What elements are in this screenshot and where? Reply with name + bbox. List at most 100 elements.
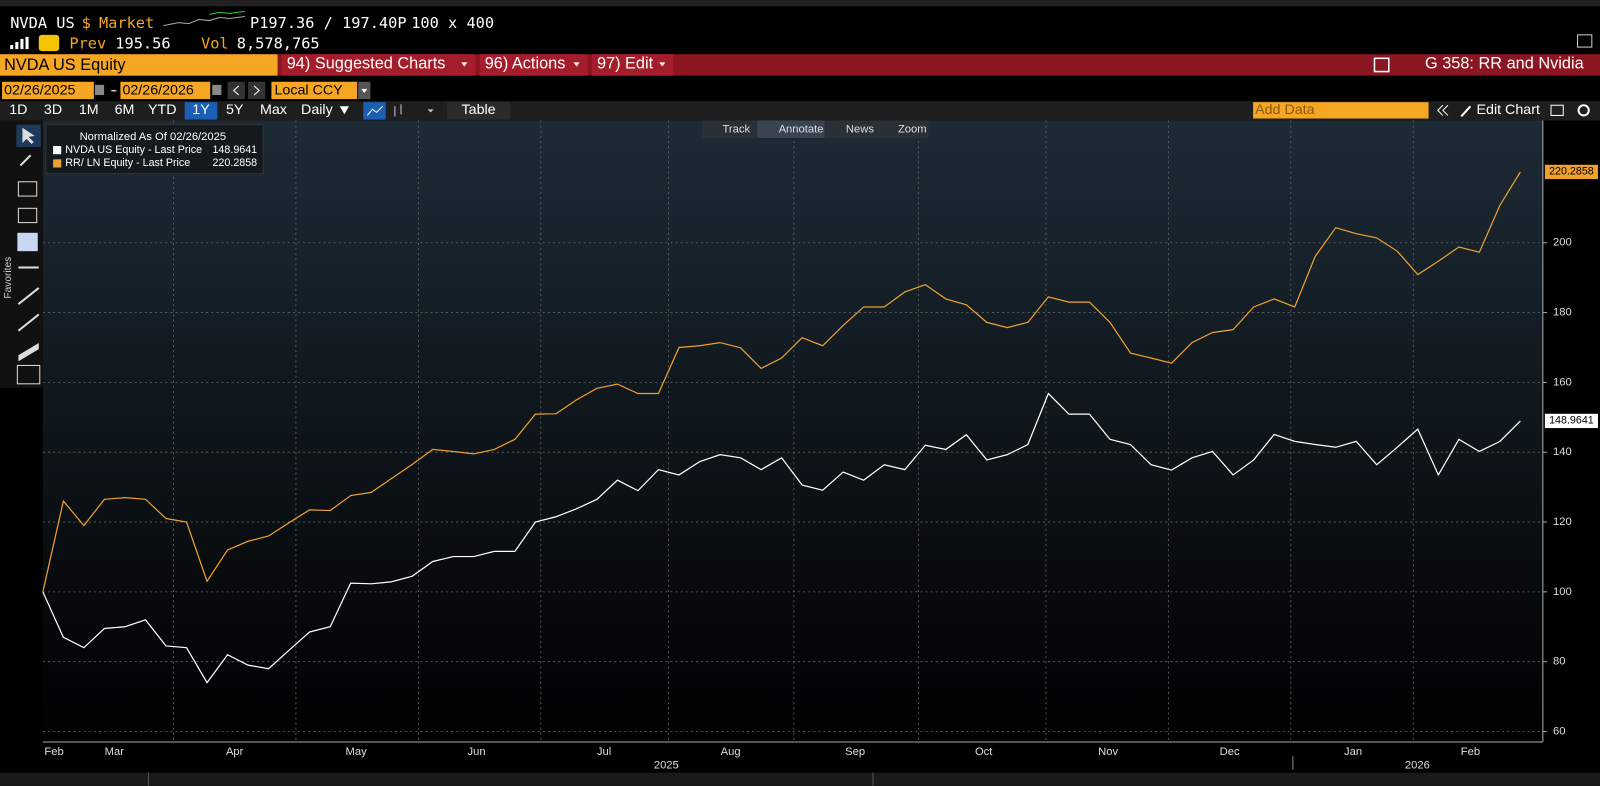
chart-tool[interactable]: Zoom bbox=[898, 124, 927, 136]
signal-icon bbox=[10, 36, 29, 50]
menu-arrow bbox=[461, 62, 468, 67]
legend-entries: NVDA US Equity - Last Price 148.9641 RR/ L… bbox=[53, 144, 257, 169]
y-tick-label: 60 bbox=[1553, 725, 1565, 737]
prev: 195.56 bbox=[115, 35, 170, 53]
currency: $ bbox=[82, 14, 91, 32]
market: Market bbox=[99, 14, 154, 32]
y-tick-label: 80 bbox=[1553, 656, 1565, 668]
legend-value: 220.2858 bbox=[212, 157, 257, 169]
chart-tool[interactable]: Annotate bbox=[779, 124, 824, 136]
vol: 8,578,765 bbox=[237, 35, 320, 53]
top-strip bbox=[0, 0, 1600, 7]
add-data-field[interactable] bbox=[1253, 102, 1429, 119]
table-button: Table bbox=[462, 102, 496, 118]
edit-icon[interactable] bbox=[1550, 104, 1564, 116]
period[interactable]: 6M bbox=[115, 102, 135, 118]
period[interactable]: YTD bbox=[148, 102, 177, 118]
plot-area bbox=[42, 120, 1543, 742]
y-tick-label: 160 bbox=[1553, 376, 1572, 388]
popout-icon[interactable] bbox=[1577, 34, 1593, 48]
legend bbox=[45, 124, 264, 175]
hline-tool[interactable] bbox=[18, 266, 39, 269]
favorites: Favorites bbox=[3, 257, 14, 299]
end-date: 02/26/2026 bbox=[122, 83, 193, 99]
sparkline bbox=[163, 15, 245, 27]
chart-tool[interactable]: Track bbox=[722, 124, 750, 136]
more-tools[interactable] bbox=[16, 364, 41, 385]
collapse-icon[interactable] bbox=[1437, 104, 1449, 116]
draw-tool[interactable] bbox=[19, 154, 32, 167]
x-tick-label: Oct bbox=[975, 746, 993, 758]
calendar-icon[interactable] bbox=[94, 84, 105, 96]
edit-chart[interactable]: Edit Chart bbox=[1477, 102, 1540, 118]
bottom-strip bbox=[0, 772, 1600, 786]
add-data: Add Data bbox=[1255, 102, 1315, 118]
menu-item-bg[interactable] bbox=[479, 54, 588, 76]
menu-item-bg[interactable] bbox=[591, 54, 674, 76]
period[interactable]: Max bbox=[260, 102, 287, 118]
settings-icon[interactable] bbox=[1577, 104, 1590, 117]
plot: 60 80 100 120 140 160 180 200 Feb Mar Apr May Jun Jul… bbox=[42, 120, 1598, 771]
x-tick-label: Feb bbox=[1461, 746, 1480, 758]
prev-button[interactable] bbox=[227, 81, 245, 100]
type-dropdown[interactable] bbox=[427, 109, 434, 113]
ray-tool[interactable] bbox=[17, 313, 40, 332]
annotate-active bbox=[757, 120, 825, 138]
export-icon[interactable] bbox=[1373, 57, 1390, 73]
prev-label: Prev bbox=[69, 35, 106, 53]
text-tool[interactable] bbox=[17, 232, 38, 252]
last-value-tag bbox=[1544, 164, 1598, 180]
x-tick-label: Jun bbox=[467, 746, 485, 758]
calendar-icon[interactable] bbox=[212, 84, 222, 96]
periods: 1D 3D 1M 6M YTD 1Y 5Y Max bbox=[9, 102, 287, 120]
percent-tool[interactable] bbox=[17, 181, 38, 197]
legend-label: NVDA US Equity - Last Price bbox=[65, 144, 202, 156]
next-arrow bbox=[253, 85, 260, 96]
next-button[interactable] bbox=[247, 81, 266, 100]
x-tick-label: May bbox=[346, 746, 368, 758]
menu-item-bg[interactable] bbox=[281, 54, 476, 76]
dropdown-arrow bbox=[361, 88, 368, 93]
legend-swatch bbox=[53, 146, 62, 155]
frequency[interactable]: Daily bbox=[301, 102, 334, 118]
period[interactable]: 5Y bbox=[226, 102, 244, 118]
period[interactable]: 3D bbox=[44, 102, 62, 118]
divider bbox=[147, 772, 149, 786]
period-active[interactable] bbox=[184, 102, 218, 120]
period[interactable]: 1M bbox=[79, 102, 99, 118]
menu-item: 94) Suggested Charts bbox=[287, 55, 446, 73]
channel-tool[interactable] bbox=[18, 343, 39, 362]
chart-tool[interactable]: News bbox=[846, 124, 874, 136]
last-value-label: 220.2858 bbox=[1549, 166, 1594, 178]
security: NVDA US Equity bbox=[4, 56, 126, 74]
currency-field[interactable] bbox=[271, 81, 358, 100]
series-line bbox=[42, 171, 1521, 593]
quote-header: NVDA US $ Market P197.36 / 197.40P 100 x… bbox=[10, 10, 1593, 53]
end-date-field[interactable] bbox=[120, 81, 211, 100]
legend-title: Normalized As Of 02/26/2025 bbox=[80, 131, 227, 143]
x-tick-label: Aug bbox=[721, 746, 741, 758]
x-tick-label: Jan bbox=[1344, 746, 1362, 758]
x-tick-label: Nov bbox=[1098, 746, 1118, 758]
trend-tool[interactable] bbox=[17, 287, 40, 306]
divider bbox=[872, 772, 874, 786]
start-date-field[interactable] bbox=[2, 81, 94, 100]
x-tick-label: Feb bbox=[44, 746, 63, 758]
x-tick-label: Apr bbox=[226, 746, 244, 758]
price-tool[interactable] bbox=[17, 207, 38, 224]
currency-mode: Local CCY bbox=[274, 83, 343, 99]
x-tick-label: Dec bbox=[1220, 746, 1240, 758]
period[interactable]: 1Y bbox=[192, 102, 210, 118]
bar-type-icon[interactable] bbox=[394, 104, 402, 117]
line-icon bbox=[366, 105, 384, 116]
chart-tools: Track Annotate News Zoom bbox=[722, 124, 926, 136]
legend-value: 148.9641 bbox=[212, 144, 257, 156]
x-tick-label: Sep bbox=[845, 746, 865, 758]
security-field[interactable] bbox=[0, 54, 278, 76]
menu-item: 97) Edit bbox=[597, 55, 654, 73]
start-date: 02/26/2025 bbox=[4, 83, 75, 99]
quote: P197.36 / 197.40P bbox=[250, 14, 407, 32]
period[interactable]: 1D bbox=[9, 102, 27, 118]
sparkline-up bbox=[209, 10, 245, 15]
table-button-bg[interactable] bbox=[446, 102, 511, 120]
